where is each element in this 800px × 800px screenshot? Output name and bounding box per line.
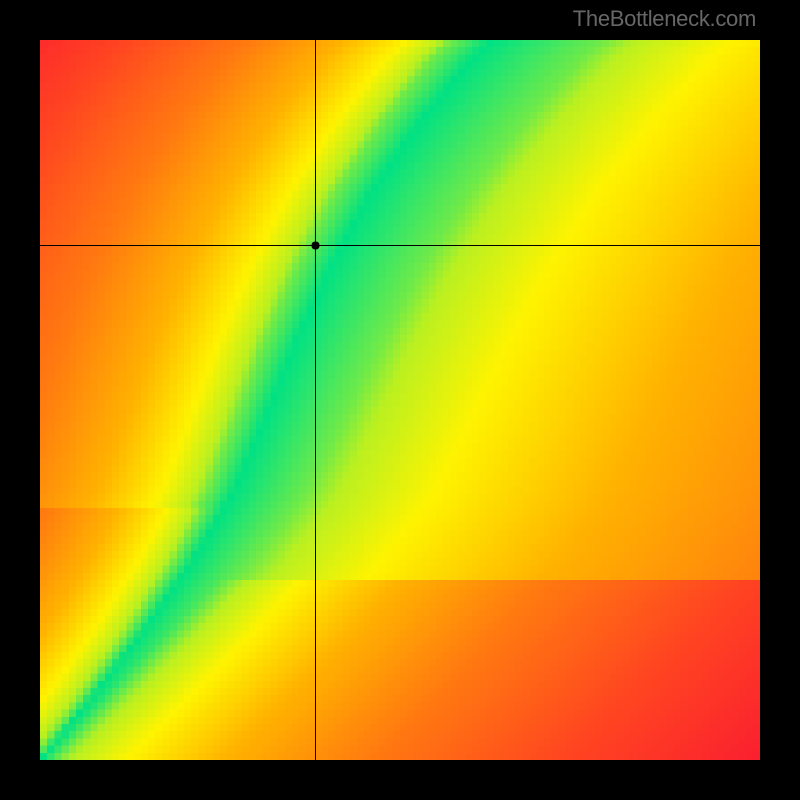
chart-frame: TheBottleneck.com (0, 0, 800, 800)
crosshair-overlay (40, 40, 760, 760)
source-watermark: TheBottleneck.com (573, 6, 756, 32)
